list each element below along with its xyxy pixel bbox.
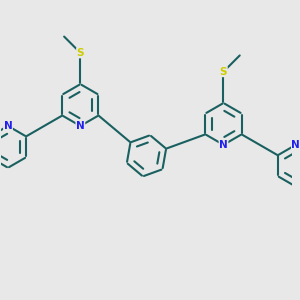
Text: S: S (220, 67, 227, 77)
Text: N: N (76, 121, 85, 131)
Text: N: N (292, 140, 300, 150)
Text: S: S (76, 48, 84, 58)
Text: N: N (4, 121, 12, 131)
Text: N: N (219, 140, 228, 150)
